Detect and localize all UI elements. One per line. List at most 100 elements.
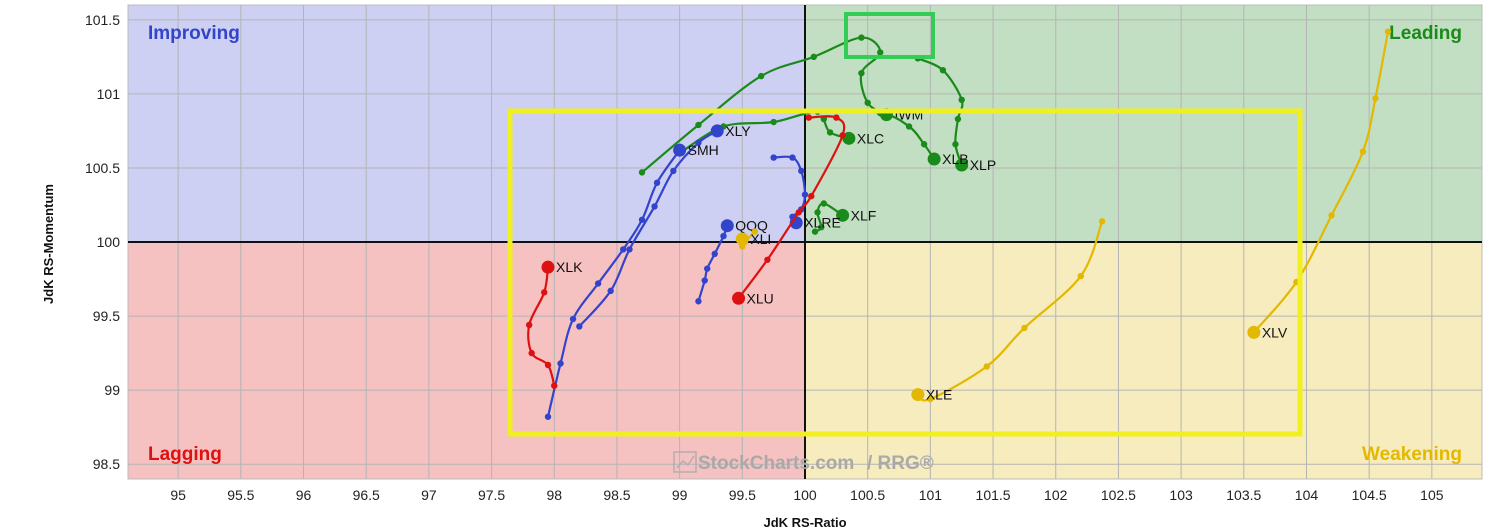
- watermark-brand: StockCharts.com: [698, 453, 854, 474]
- series-label: XLRE: [804, 215, 841, 231]
- x-tick-label: 102.5: [1101, 487, 1136, 503]
- series-label: XLY: [725, 123, 751, 139]
- x-tick-label: 99: [672, 487, 688, 503]
- x-tick-label: 95: [170, 487, 186, 503]
- head-point[interactable]: [955, 158, 969, 172]
- tail-point: [905, 123, 913, 130]
- y-tick-label: 100: [97, 234, 121, 250]
- tail-point: [1077, 272, 1085, 280]
- tail-point: [704, 265, 711, 272]
- series-xlf: XLF: [811, 200, 877, 235]
- tail-point: [695, 121, 702, 129]
- tail-point: [638, 169, 646, 176]
- tail-point: [1372, 95, 1379, 102]
- head-point[interactable]: [541, 260, 555, 274]
- x-tick-label: 100.5: [850, 487, 885, 503]
- series-xlk: XLK: [525, 259, 583, 389]
- x-tick-label: 96.5: [353, 487, 380, 503]
- tail-point: [820, 200, 828, 207]
- x-tick-label: 102: [1044, 487, 1068, 503]
- head-point[interactable]: [710, 124, 724, 138]
- y-tick-label: 100.5: [85, 160, 120, 176]
- x-tick-label: 101: [919, 487, 943, 503]
- tail-point: [1359, 148, 1367, 155]
- tail-point: [720, 232, 727, 240]
- tail-point: [764, 256, 771, 263]
- head-point[interactable]: [732, 291, 746, 305]
- y-axis-title: JdK RS-Momentum: [41, 184, 56, 304]
- x-axis-ticks: 95 95.5 96 96.5 97 97.5 98 98.5 99 99.5 100 100.5 10…: [170, 487, 1443, 503]
- series-xli: XLI: [735, 228, 771, 250]
- x-tick-label: 98: [546, 487, 562, 503]
- tail-point: [626, 246, 633, 253]
- tail-point: [638, 216, 646, 223]
- lagging-label: Lagging: [148, 444, 222, 465]
- tail-point: [954, 115, 962, 123]
- tail-point: [607, 287, 614, 295]
- tail-point: [983, 363, 990, 370]
- tail-point: [833, 114, 840, 121]
- x-axis-title: JdK RS-Ratio: [763, 515, 846, 528]
- improving-label: Improving: [148, 23, 240, 44]
- x-tick-label: 95.5: [227, 487, 254, 503]
- tail-point: [864, 99, 871, 106]
- tail-point: [620, 246, 627, 253]
- tail-point: [952, 141, 959, 148]
- series-label: XLF: [851, 207, 877, 223]
- tail-point: [651, 203, 658, 210]
- tail-point: [528, 349, 535, 357]
- tail-point: [544, 413, 552, 420]
- tail-point: [920, 141, 928, 148]
- tail-point: [818, 223, 825, 231]
- head-point[interactable]: [720, 219, 734, 233]
- x-tick-label: 98.5: [603, 487, 630, 503]
- tail-point: [939, 66, 947, 74]
- tail-point: [826, 129, 834, 136]
- lagging-quadrant: [128, 242, 805, 479]
- highlight-box-green: [844, 12, 935, 59]
- series-label: XLK: [556, 259, 583, 275]
- tail-point: [814, 209, 821, 216]
- tail-point: [544, 361, 552, 369]
- tail-point: [858, 34, 865, 41]
- series-xlv: XLV: [1247, 28, 1392, 340]
- tail-line: [546, 149, 681, 418]
- tail-line: [1252, 31, 1390, 334]
- head-point[interactable]: [673, 143, 687, 157]
- head-point[interactable]: [1247, 325, 1261, 339]
- tail-point: [1328, 212, 1335, 219]
- tail-point: [810, 53, 817, 61]
- x-tick-label: 101.5: [976, 487, 1011, 503]
- head-point[interactable]: [735, 232, 749, 246]
- tail-point: [1098, 218, 1106, 225]
- series-xly: XLY: [576, 123, 751, 330]
- rrg-series: IWMXLPXLBXLCXLFXLYSMHXLREQQQXLKXLUXLIXLE…: [525, 28, 1392, 420]
- tail-point: [757, 72, 765, 80]
- series-label: XLP: [970, 157, 996, 173]
- series-xlu: XLU: [732, 114, 846, 306]
- series-label: XLV: [1262, 324, 1288, 340]
- x-tick-label: 96: [296, 487, 312, 503]
- highlight-box-yellow: [507, 108, 1303, 437]
- y-tick-label: 99: [104, 382, 120, 398]
- series-label: XLB: [942, 151, 968, 167]
- tail-point: [808, 192, 815, 200]
- tail-point: [751, 228, 759, 235]
- tail-point: [711, 250, 718, 258]
- tail-point: [839, 132, 846, 139]
- x-tick-label: 103: [1169, 487, 1193, 503]
- series-smh: SMH: [544, 142, 719, 420]
- series-xle: XLE: [911, 218, 1106, 403]
- head-point[interactable]: [927, 152, 941, 166]
- head-point[interactable]: [836, 208, 850, 222]
- tail-point: [877, 49, 884, 56]
- x-tick-label: 104: [1295, 487, 1319, 503]
- tail-point: [525, 321, 533, 329]
- series-label: QQQ: [735, 218, 768, 234]
- series-qqq: QQQ: [695, 218, 768, 305]
- tail-point: [770, 154, 777, 161]
- x-tick-label: 104.5: [1352, 487, 1387, 503]
- tail-point: [805, 114, 812, 121]
- head-point[interactable]: [911, 388, 925, 402]
